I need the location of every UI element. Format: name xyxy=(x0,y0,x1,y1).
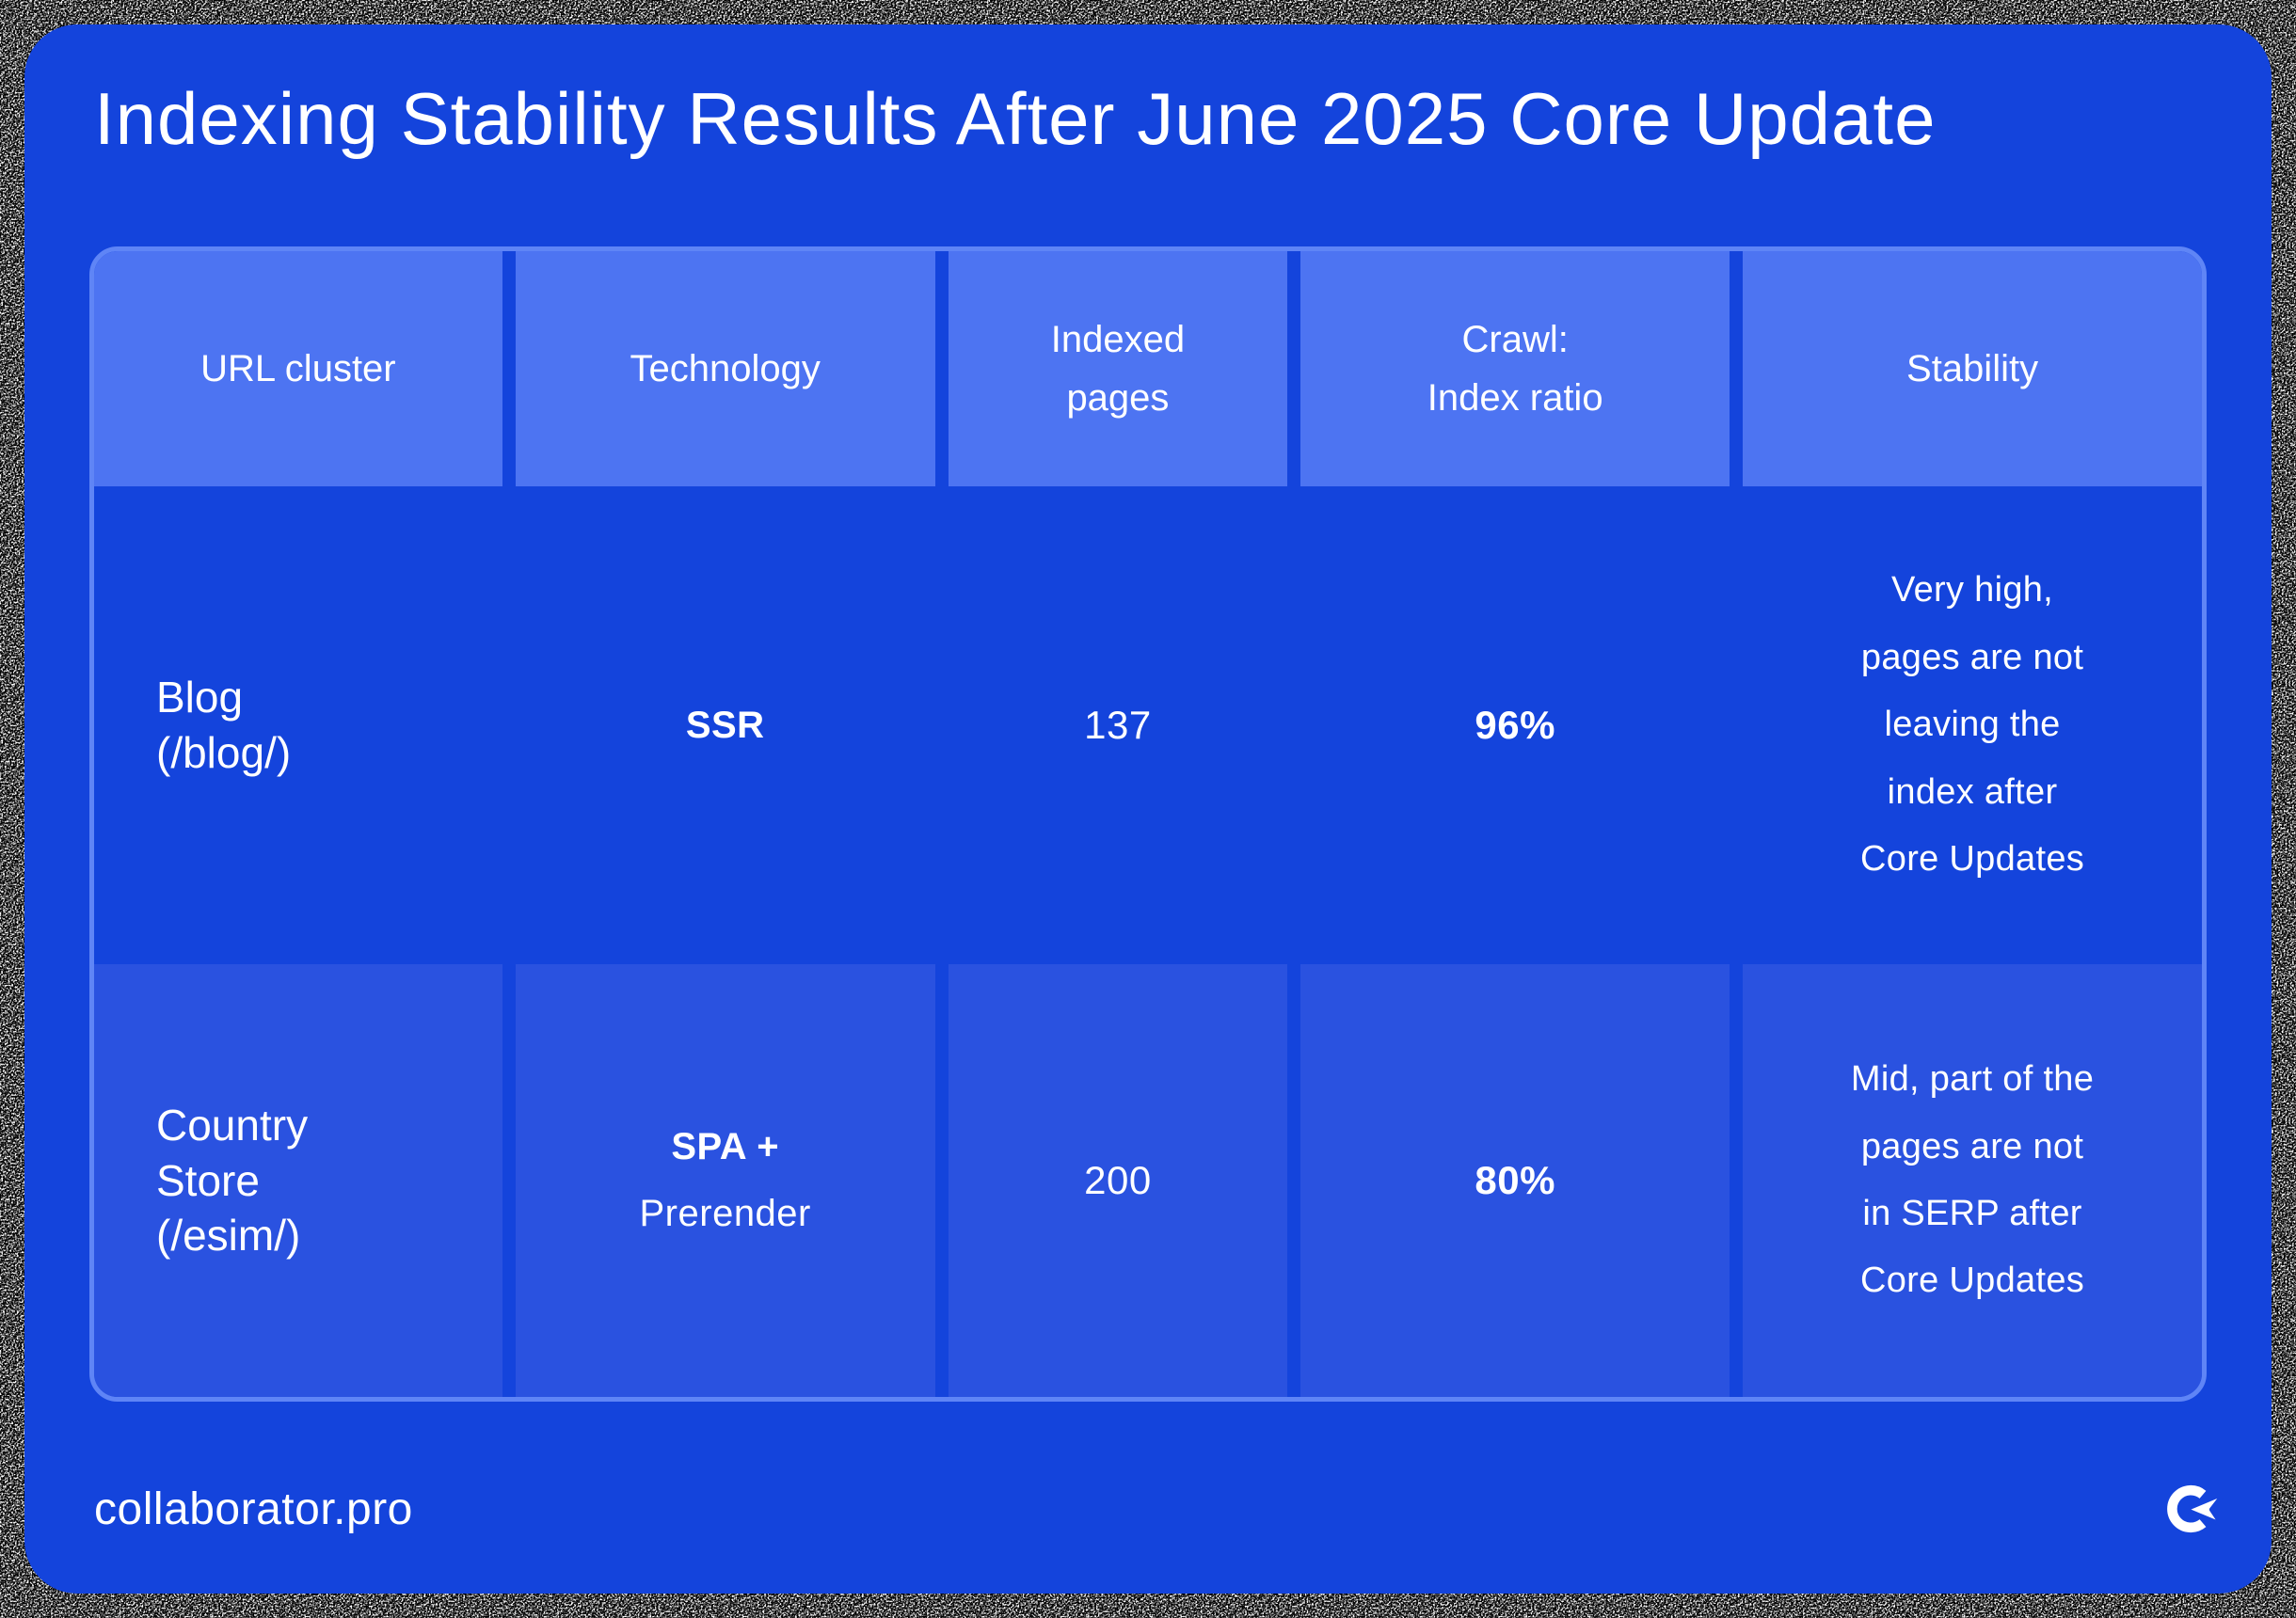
site-url: collaborator.pro xyxy=(94,1483,413,1534)
table-cell-technology: SPA + Prerender xyxy=(515,964,935,1397)
footer: collaborator.pro xyxy=(94,1456,2226,1562)
page-title: Indexing Stability Results After June 20… xyxy=(94,77,1937,160)
table-cell-stability: Mid, part of the pages are not in SERP a… xyxy=(1743,964,2202,1397)
technology-primary: SPA + xyxy=(671,1126,780,1167)
column-header-stability: Stability xyxy=(1743,251,2202,486)
table-cell-crawl-index-ratio: 80% xyxy=(1300,964,1730,1397)
results-table: URL cluster Technology Indexed pages Cra… xyxy=(89,246,2207,1402)
table-cell-indexed-pages: 200 xyxy=(948,964,1288,1397)
stability-text: Mid, part of the pages are not in SERP a… xyxy=(1850,1059,2095,1301)
stability-text: Very high, pages are not leaving the ind… xyxy=(1860,570,2085,880)
table-cell-url-cluster: Country Store (/esim/) xyxy=(94,964,502,1397)
technology-secondary: Prerender xyxy=(639,1193,811,1234)
table-cell-indexed-pages: 137 xyxy=(1084,703,1152,747)
collaborator-logo-icon xyxy=(2167,1484,2226,1533)
infographic-card: Indexing Stability Results After June 20… xyxy=(24,24,2272,1594)
column-header-crawl-index-ratio: Crawl: Index ratio xyxy=(1300,251,1730,486)
technology-primary: SSR xyxy=(685,704,765,746)
column-header-url-cluster: URL cluster xyxy=(94,251,502,486)
column-header-technology: Technology xyxy=(515,251,935,486)
table-cell-url-cluster: Blog (/blog/) xyxy=(156,673,292,777)
table-cell-crawl-index-ratio: 96% xyxy=(1475,703,1555,747)
table-cell-technology: SSR xyxy=(516,500,935,951)
table-cell-stability: Very high, pages are not leaving the ind… xyxy=(1743,500,2202,951)
column-header-indexed-pages: Indexed pages xyxy=(948,251,1288,486)
